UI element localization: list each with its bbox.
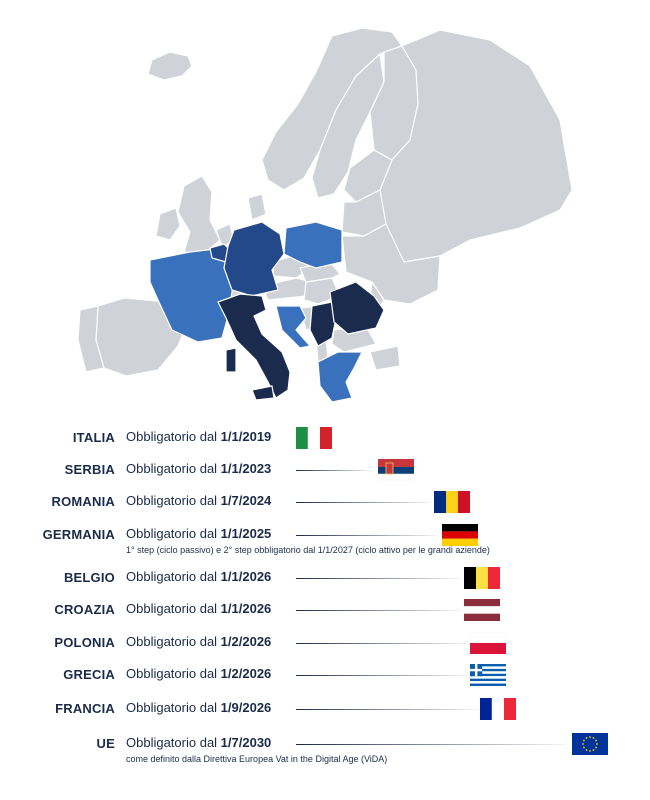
country-name: UE: [96, 736, 115, 751]
mandatory-date: 1/1/2025: [220, 526, 272, 541]
adoption-row: FRANCIA Obbligatorio dal 1/9/2026: [0, 697, 650, 721]
sardinia-shape: [225, 347, 237, 373]
greece-shape: [317, 351, 363, 403]
country-name: POLONIA: [54, 635, 115, 650]
mandatory-date: 1/7/2024: [220, 493, 272, 508]
country-name: ITALIA: [72, 430, 115, 445]
eu-flag: [572, 733, 608, 755]
poland-flag: [469, 631, 507, 654]
timeline-line: [296, 470, 370, 471]
croatia-shape: [275, 305, 311, 349]
belgium-flag: [464, 567, 500, 589]
ireland: [155, 207, 181, 241]
greece-flag: [470, 664, 506, 686]
country-name: GRECIA: [63, 667, 115, 682]
country-name: BELGIO: [63, 570, 115, 585]
mandatory-date-text: Obbligatorio dal 1/7/2024: [126, 493, 271, 508]
timeline-line: [296, 610, 460, 611]
mandatory-date-text: Obbligatorio dal 1/1/2026: [126, 569, 271, 584]
mandatory-prefix: Obbligatorio dal: [126, 634, 221, 649]
mandatory-date: 1/7/2030: [220, 735, 272, 750]
romania-flag: [434, 491, 470, 513]
country-name: GERMANIA: [42, 527, 115, 542]
denmark: [247, 193, 267, 221]
mandatory-date: 1/9/2026: [220, 700, 272, 715]
adoption-row: SERBIA Obbligatorio dal 1/1/2023: [0, 459, 650, 482]
adoption-row: CROAZIA Obbligatorio dal 1/1/2026: [0, 599, 650, 621]
mandatory-prefix: Obbligatorio dal: [126, 666, 221, 681]
timeline-line: [296, 643, 468, 644]
mandatory-date: 1/1/2026: [220, 569, 272, 584]
timeline-line: [296, 578, 460, 579]
timeline-line: [296, 535, 436, 536]
adoption-row: POLONIA Obbligatorio dal 1/2/2026: [0, 631, 650, 654]
mandatory-date-text: Obbligatorio dal 1/2/2026: [126, 666, 271, 681]
serbia-flag: [377, 459, 415, 482]
mandatory-date-text: Obbligatorio dal 1/1/2026: [126, 601, 271, 616]
mandatory-prefix: Obbligatorio dal: [126, 429, 221, 444]
adoption-row: GRECIA Obbligatorio dal 1/2/2026: [0, 664, 650, 686]
adoption-row: BELGIO Obbligatorio dal 1/1/2026: [0, 567, 650, 589]
adoption-row: ITALIA Obbligatorio dal 1/1/2019: [0, 426, 650, 450]
turkey: [369, 345, 401, 371]
mandatory-date-text: Obbligatorio dal 1/1/2023: [126, 461, 271, 476]
romania-shape: [329, 281, 385, 335]
country-name: ROMANIA: [51, 494, 115, 509]
country-name: CROAZIA: [54, 602, 115, 617]
croatia-flag: [463, 599, 501, 621]
uk: [177, 175, 221, 255]
ukraine: [341, 223, 441, 305]
timeline-line: [296, 709, 478, 710]
country-name: FRANCIA: [55, 701, 115, 716]
sweden: [311, 53, 385, 199]
country-name: SERBIA: [64, 462, 115, 477]
mandatory-date: 1/1/2019: [220, 429, 272, 444]
germany-flag: [442, 524, 478, 546]
italy-flag: [296, 426, 332, 450]
timeline-line: [296, 675, 468, 676]
mandatory-date-text: Obbligatorio dal 1/2/2026: [126, 634, 271, 649]
mandatory-date-text: Obbligatorio dal 1/7/2030: [126, 735, 271, 750]
row-note: come definito dalla Direttiva Europea Va…: [126, 754, 388, 764]
mandatory-prefix: Obbligatorio dal: [126, 493, 221, 508]
iceland: [147, 51, 193, 81]
europe-map: [77, 27, 573, 403]
mandatory-date-text: Obbligatorio dal 1/1/2019: [126, 429, 271, 444]
portugal: [77, 305, 105, 373]
poland-shape: [283, 221, 343, 269]
mandatory-date: 1/2/2026: [220, 634, 272, 649]
mandatory-date: 1/1/2023: [220, 461, 272, 476]
mandatory-date-text: Obbligatorio dal 1/9/2026: [126, 700, 271, 715]
mandatory-prefix: Obbligatorio dal: [126, 735, 221, 750]
norway: [261, 27, 403, 191]
timeline-line: [296, 744, 566, 745]
mandatory-date-text: Obbligatorio dal 1/1/2025: [126, 526, 271, 541]
mandatory-prefix: Obbligatorio dal: [126, 700, 221, 715]
sicily-shape: [251, 385, 275, 401]
row-note: 1° step (ciclo passivo) e 2° step obblig…: [126, 545, 490, 555]
mandatory-prefix: Obbligatorio dal: [126, 569, 221, 584]
adoption-row: UE Obbligatorio dal 1/7/2030 come definito…: [0, 733, 650, 764]
mandatory-prefix: Obbligatorio dal: [126, 526, 221, 541]
mandatory-prefix: Obbligatorio dal: [126, 461, 221, 476]
mandatory-date: 1/2/2026: [220, 666, 272, 681]
france-flag: [480, 697, 516, 721]
adoption-row: ROMANIA Obbligatorio dal 1/7/2024: [0, 491, 650, 513]
germany-shape: [223, 221, 285, 297]
mandatory-prefix: Obbligatorio dal: [126, 601, 221, 616]
mandatory-date: 1/1/2026: [220, 601, 272, 616]
timeline-line: [296, 502, 430, 503]
adoption-row: GERMANIA Obbligatorio dal 1/1/2025 1° step…: [0, 524, 650, 555]
italy-shape: [217, 293, 291, 399]
